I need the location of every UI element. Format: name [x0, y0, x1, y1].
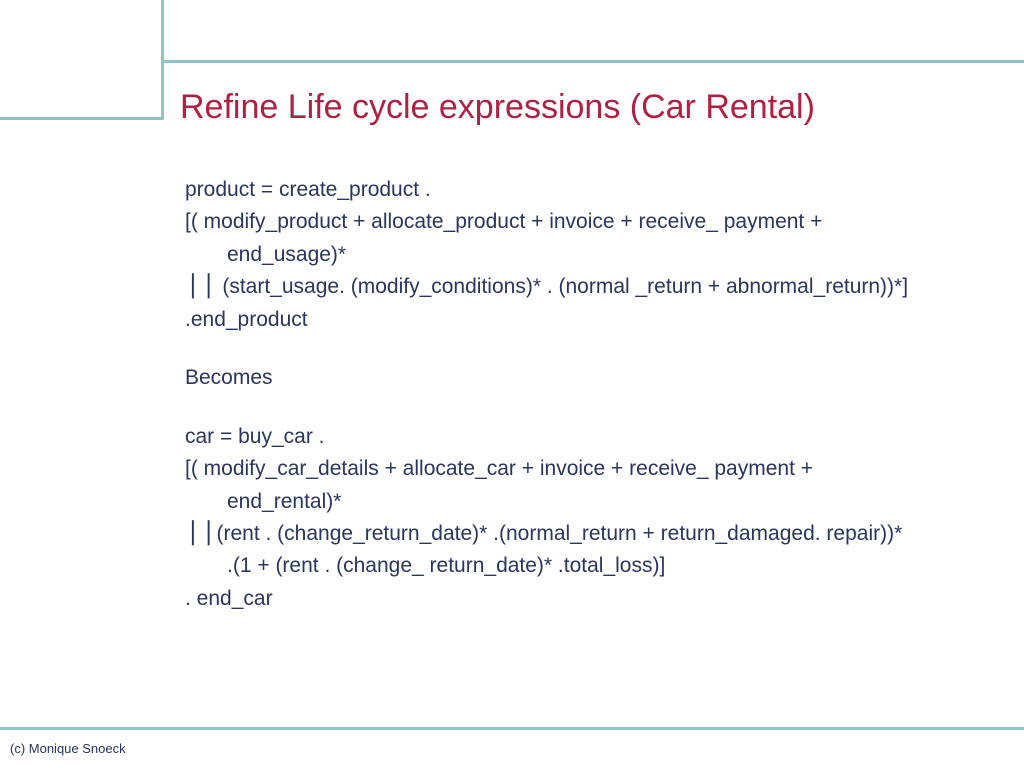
expr-line-indent: .(1 + (rent . (change_ return_date)* .to…	[185, 551, 964, 581]
expr-line: ⎪⎪(rent . (change_return_date)* .(normal…	[185, 519, 964, 549]
expr-line: [( modify_product + allocate_product + i…	[185, 207, 964, 237]
top-accent-rule	[163, 60, 1024, 63]
bottom-accent-rule	[0, 727, 1024, 730]
slide-title: Refine Life cycle expressions (Car Renta…	[180, 88, 815, 127]
expr-line: [( modify_car_details + allocate_car + i…	[185, 454, 964, 484]
slide-body: product = create_product . [( modify_pro…	[185, 175, 964, 616]
copyright-footer: (c) Monique Snoeck	[10, 741, 126, 756]
expr-line: ⎪⎪ (start_usage. (modify_conditions)* . …	[185, 272, 964, 302]
expr-line-indent: end_usage)*	[185, 240, 964, 270]
expr-line: .end_product	[185, 305, 964, 335]
corner-frame	[0, 0, 164, 120]
expr-line: product = create_product .	[185, 175, 964, 205]
expr-line-indent: end_rental)*	[185, 487, 964, 517]
becomes-label: Becomes	[185, 363, 964, 393]
expr-line: . end_car	[185, 584, 964, 614]
expr-line: car = buy_car .	[185, 422, 964, 452]
blank-line	[185, 396, 964, 422]
blank-line	[185, 337, 964, 363]
